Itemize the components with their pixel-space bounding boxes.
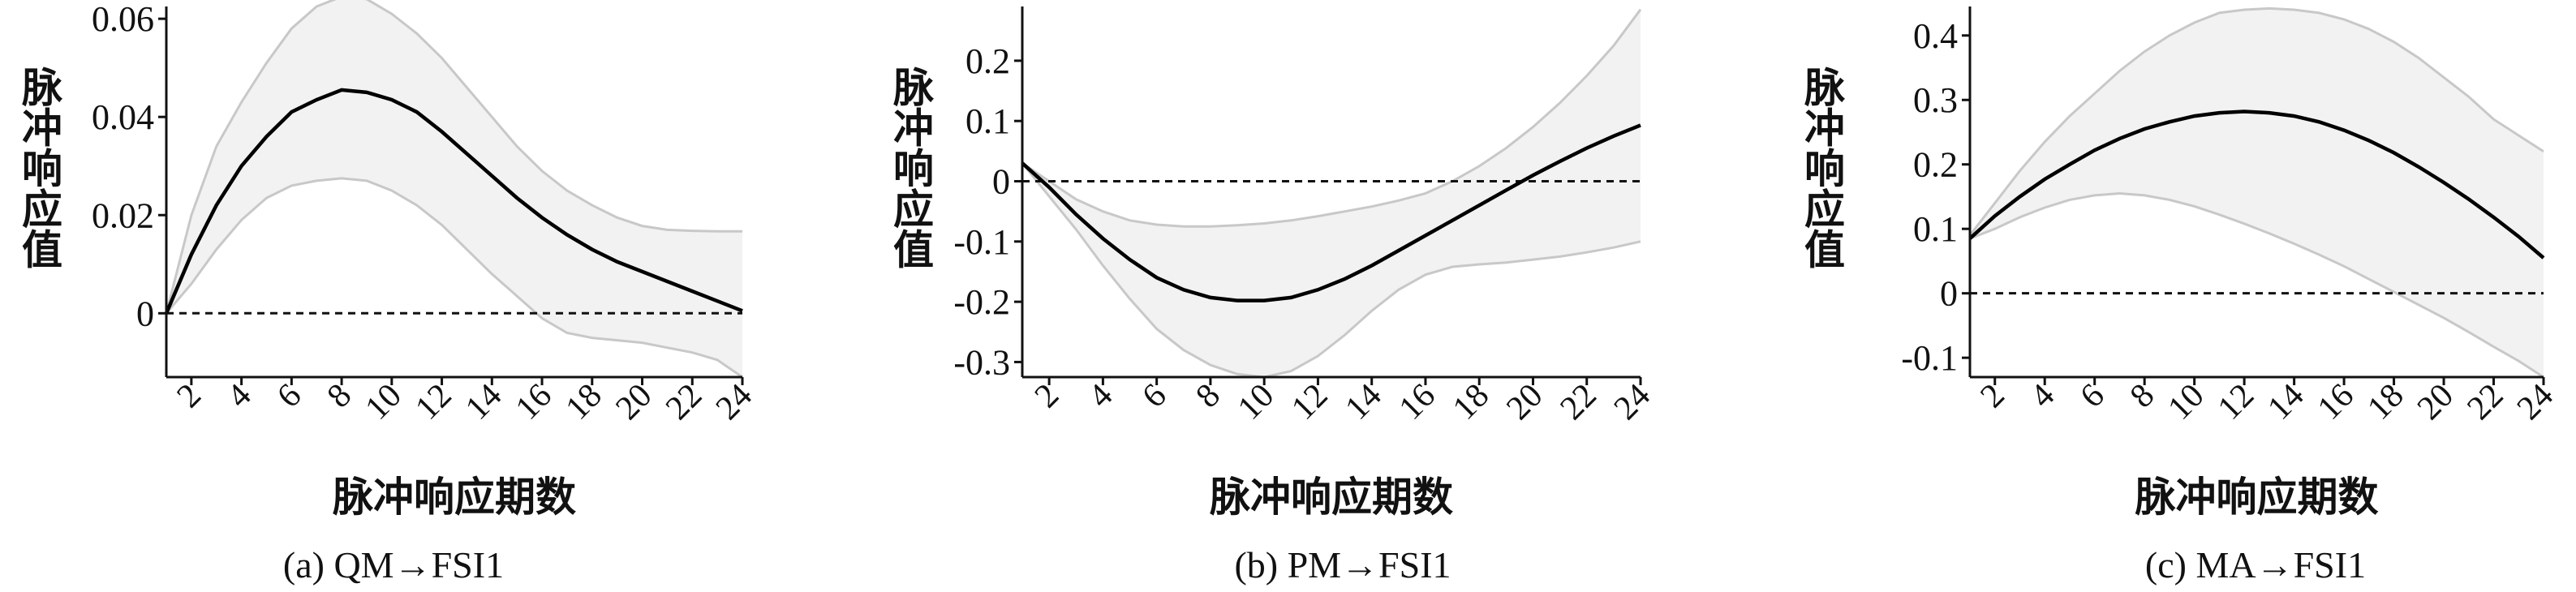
x-tick-label: 10 xyxy=(2161,377,2211,427)
lower-bound-line xyxy=(1969,191,2544,379)
x-tick-label: 8 xyxy=(1189,377,1228,415)
impulse-response-line xyxy=(1968,109,2545,260)
chart-panel-2: -0.3-0.2-0.100.10.22 4 6 8 10 12 14 16 18 20 22 24脉… xyxy=(887,6,1658,586)
x-tick-label: 16 xyxy=(2311,377,2361,427)
x-tick-label: 16 xyxy=(509,377,559,427)
y-tick-label: 0.4 xyxy=(1913,16,1958,56)
x-tick-label: 20 xyxy=(609,377,659,427)
x-tick-label: 8 xyxy=(2123,377,2161,415)
upper-bound-line xyxy=(165,0,742,314)
x-tick-label: 20 xyxy=(1499,377,1550,427)
x-axis-title: 脉冲响应期数 xyxy=(2135,474,2379,521)
confidence-band xyxy=(166,0,742,377)
x-tick-label: 12 xyxy=(1284,377,1335,427)
x-tick-label: 16 xyxy=(1392,377,1443,427)
x-tick-label: 8 xyxy=(320,377,359,415)
x-tick-label: 22 xyxy=(1554,377,1604,427)
x-tick-label: 6 xyxy=(2073,377,2111,415)
y-tick-label: 0 xyxy=(992,161,1010,201)
x-tick-label: 10 xyxy=(359,377,409,427)
y-tick-label: 0.1 xyxy=(965,101,1010,141)
y-tick-label: 0.1 xyxy=(1913,209,1958,249)
y-axis-title: 脉冲响应值 xyxy=(15,66,62,269)
y-axis-title: 脉冲响应值 xyxy=(887,66,934,269)
x-tick-label: 18 xyxy=(2360,377,2410,427)
y-tick-label: 0.3 xyxy=(1913,80,1958,120)
lower-bound-line xyxy=(1021,162,1641,379)
panel-caption: (a) QM→FSI1 xyxy=(283,544,504,586)
x-tick-label: 2 xyxy=(1973,377,2011,415)
upper-bound-line xyxy=(1021,8,1642,228)
y-axis-title: 脉冲响应值 xyxy=(1798,66,1845,269)
x-tick-label: 6 xyxy=(270,377,308,415)
impulse-response-line xyxy=(164,88,743,315)
x-tick-label: 24 xyxy=(709,377,759,427)
y-tick-label: 0.04 xyxy=(92,97,154,137)
x-tick-label: 18 xyxy=(559,377,609,427)
y-tick-label: 0.02 xyxy=(92,195,154,235)
x-axis-title: 脉冲响应期数 xyxy=(333,474,576,521)
x-tick-label: 18 xyxy=(1446,377,1496,427)
x-tick-label: 10 xyxy=(1231,377,1281,427)
confidence-band xyxy=(1970,8,2544,378)
confidence-band xyxy=(1022,9,1641,377)
x-tick-label: 22 xyxy=(2460,377,2510,427)
y-tick-label: 0.06 xyxy=(92,0,154,39)
panel-caption: (b) PM→FSI1 xyxy=(1234,544,1451,586)
x-tick-label: 20 xyxy=(2410,377,2461,427)
panel-caption: (c) MA→FSI1 xyxy=(2145,544,2366,586)
x-tick-label: 24 xyxy=(2510,377,2561,427)
x-tick-label: 2 xyxy=(170,377,209,415)
x-tick-label: 6 xyxy=(1135,377,1173,415)
y-tick-label: 0 xyxy=(136,294,154,333)
x-tick-label: 4 xyxy=(1082,377,1120,415)
x-tick-label: 14 xyxy=(1339,377,1389,427)
upper-bound-line xyxy=(1968,6,2544,237)
y-tick-label: 0.2 xyxy=(1913,145,1958,185)
y-tick-label: -0.3 xyxy=(953,342,1010,382)
chart-panel-1: 00.020.040.062 4 6 8 10 12 14 16 18 20 22 24脉冲响应值脉冲… xyxy=(15,0,759,586)
x-tick-label: 24 xyxy=(1607,377,1658,427)
y-tick-label: -0.1 xyxy=(1901,338,1958,378)
x-tick-label: 4 xyxy=(2023,377,2062,415)
y-tick-label: -0.2 xyxy=(953,282,1010,322)
x-tick-label: 14 xyxy=(458,377,509,427)
x-tick-label: 4 xyxy=(220,377,258,415)
x-tick-label: 2 xyxy=(1028,377,1066,415)
y-tick-label: 0.2 xyxy=(965,41,1010,81)
x-tick-label: 12 xyxy=(2211,377,2261,427)
y-tick-label: 0 xyxy=(1940,274,1958,314)
chart-panel-3: -0.100.10.20.30.42 4 6 8 10 12 14 16 18 20 22 24脉冲响… xyxy=(1798,6,2561,586)
x-tick-label: 22 xyxy=(659,377,709,427)
impulse-response-line xyxy=(1021,123,1641,302)
x-tick-label: 12 xyxy=(408,377,458,427)
x-axis-title: 脉冲响应期数 xyxy=(1210,474,1453,521)
lower-bound-line xyxy=(165,177,743,379)
x-tick-label: 14 xyxy=(2260,377,2311,427)
y-tick-label: -0.1 xyxy=(953,222,1010,262)
